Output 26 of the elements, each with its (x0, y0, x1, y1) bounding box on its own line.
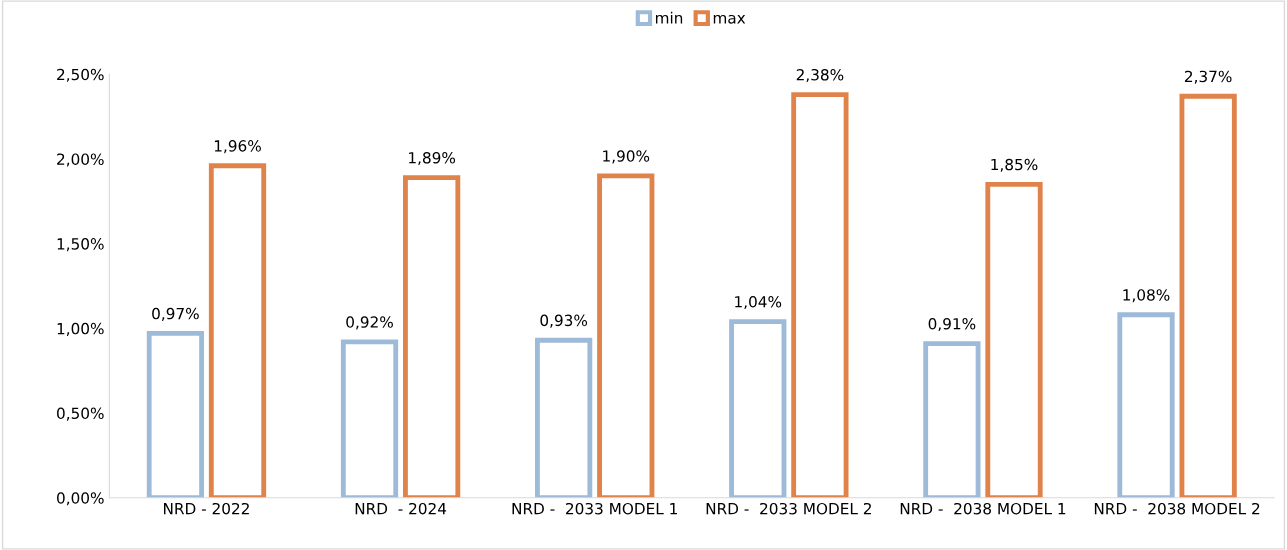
y-tick-label: 1,00% (57, 322, 104, 336)
y-tick-label: 0,00% (57, 492, 104, 506)
legend-label: min (655, 11, 683, 24)
y-tick-label: 2,00% (57, 153, 104, 167)
x-tick-label: NRD - 2033 MODEL 1 (512, 502, 677, 515)
data-label: 1,85% (991, 158, 1038, 172)
data-label: 2,37% (1184, 70, 1232, 84)
legend-label: max (713, 14, 746, 24)
data-label: 0,91% (928, 317, 976, 332)
x-tick-label: NRD - 2038 MODEL 1 (900, 502, 1066, 515)
x-tick-label: NRD - 2033 MODEL 2 (706, 502, 871, 515)
data-label: 0,93% (540, 314, 588, 328)
data-label: 0,97% (152, 307, 199, 321)
data-label: 1,08% (1123, 289, 1170, 303)
data-label: 1,96% (214, 140, 261, 154)
data-label: 0,92% (346, 316, 393, 330)
x-tick-label: NRD - 2024 (355, 502, 447, 515)
x-tick-label: NRD - 2038 MODEL 2 (1094, 502, 1260, 515)
data-label: 1,90% (603, 150, 650, 164)
data-label: 2,38% (796, 68, 844, 83)
y-tick-label: 1,50% (57, 238, 104, 252)
data-label: 1,89% (409, 151, 456, 166)
x-tick-label: NRD - 2022 (164, 502, 249, 515)
data-label: 1,04% (735, 295, 782, 310)
y-tick-label: 2,50% (57, 68, 104, 82)
y-tick-label: 0,50% (57, 407, 104, 421)
